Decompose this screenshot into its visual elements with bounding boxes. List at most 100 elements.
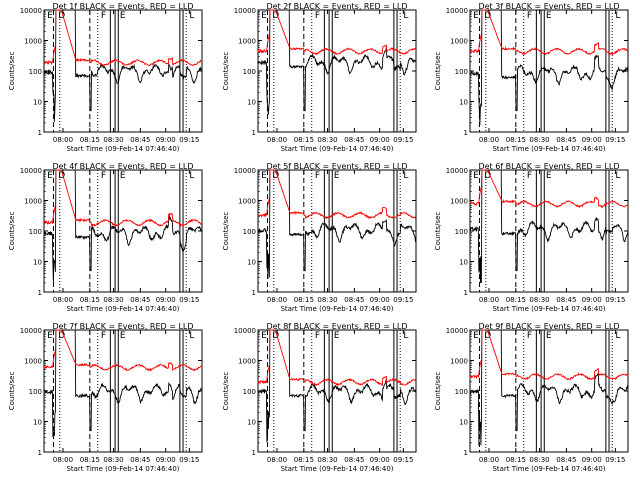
segment-marker-label: E — [473, 171, 479, 181]
segment-marker-label: D — [58, 331, 65, 341]
y-tick-label: 10 — [33, 419, 42, 427]
x-tick-label: 08:45 — [556, 136, 576, 144]
x-tick-label: 08:45 — [344, 456, 364, 464]
panel-title: Det 5f BLACK = Events, RED = LLD — [266, 162, 407, 171]
segment-marker-label: D — [484, 331, 491, 341]
y-tick-label: 1000 — [450, 38, 468, 46]
y-tick-label: 10 — [459, 419, 468, 427]
y-tick-label: 10000 — [234, 167, 256, 175]
lld-series-line — [43, 9, 203, 67]
y-tick-label: 1000 — [238, 38, 256, 46]
x-tick-label: 08:45 — [130, 456, 150, 464]
segment-marker-label: F — [101, 171, 106, 181]
x-axis-label: Start Time (09-Feb-14 07:46:40) — [66, 305, 179, 313]
y-tick-label: 1 — [252, 289, 256, 297]
y-tick-label: 100 — [29, 388, 42, 396]
detector-panel-3: Det 3f BLACK = Events, RED = LLD 1 10 100 10… — [434, 2, 629, 153]
events-series-line — [43, 169, 203, 283]
segment-marker-label: F — [101, 331, 106, 341]
y-tick-label: 10000 — [234, 7, 256, 15]
lld-series-line — [257, 329, 417, 387]
x-tick-label: 08:30 — [317, 456, 337, 464]
segment-marker-label: F — [527, 171, 532, 181]
segment-marker-label: F — [101, 11, 106, 21]
segment-marker-label: E — [120, 11, 126, 21]
y-tick-label: 1 — [464, 129, 468, 137]
x-tick-label: 09:15 — [179, 136, 199, 144]
y-tick-label: 1000 — [24, 198, 42, 206]
x-tick-label: 08:15 — [294, 456, 314, 464]
x-tick-label: 09:00 — [370, 136, 390, 144]
segment-marker-label: D — [484, 171, 491, 181]
y-axis-label: Counts/sec — [222, 372, 230, 411]
x-axis-label: Start Time (09-Feb-14 07:46:40) — [66, 145, 179, 153]
detector-panel-6: Det 6f BLACK = Events, RED = LLD 1 10 100 10… — [434, 162, 629, 313]
events-series-line — [43, 329, 203, 437]
y-tick-label: 100 — [455, 68, 468, 76]
y-axis-label: Counts/sec — [222, 212, 230, 251]
x-tick-label: 09:00 — [156, 136, 176, 144]
y-axis-label: Counts/sec — [434, 372, 442, 411]
y-axis-label: Counts/sec — [8, 212, 16, 251]
x-tick-label: 08:45 — [556, 456, 576, 464]
detector-panel-1: Det 1f BLACK = Events, RED = LLD 1 10 100 10… — [8, 2, 203, 153]
segment-marker-label: E — [120, 331, 126, 341]
segment-marker-label: D — [272, 11, 279, 21]
x-tick-label: 08:00 — [479, 136, 499, 144]
panel-title: Det 7f BLACK = Events, RED = LLD — [52, 322, 193, 331]
x-tick-label: 09:15 — [393, 296, 413, 304]
x-tick-label: 08:30 — [529, 136, 549, 144]
y-tick-label: 1 — [38, 129, 42, 137]
segment-marker-label: D — [58, 171, 65, 181]
y-tick-label: 10000 — [20, 167, 42, 175]
detector-panel-4: Det 4f BLACK = Events, RED = LLD 1 10 100 10… — [8, 162, 203, 313]
x-tick-label: 09:00 — [156, 296, 176, 304]
y-tick-label: 1 — [252, 449, 256, 457]
segment-marker-label: E — [47, 171, 53, 181]
detector-panel-7: Det 7f BLACK = Events, RED = LLD 1 10 100 10… — [8, 322, 203, 473]
y-tick-label: 10000 — [446, 7, 468, 15]
segment-marker-label: D — [272, 331, 279, 341]
y-tick-label: 10000 — [446, 167, 468, 175]
x-tick-label: 09:15 — [393, 136, 413, 144]
x-tick-label: 09:00 — [582, 456, 602, 464]
y-tick-label: 100 — [243, 68, 256, 76]
segment-marker-label: L — [189, 331, 194, 341]
plot-frame — [43, 329, 203, 453]
panel-title: Det 6f BLACK = Events, RED = LLD — [478, 162, 619, 171]
y-tick-label: 10000 — [20, 327, 42, 335]
events-series-line — [469, 329, 629, 446]
segment-marker-label: F — [527, 11, 532, 21]
y-axis-label: Counts/sec — [8, 52, 16, 91]
x-tick-label: 08:00 — [53, 296, 73, 304]
segment-marker-label: F — [315, 331, 320, 341]
y-axis-label: Counts/sec — [434, 52, 442, 91]
y-tick-label: 10000 — [234, 327, 256, 335]
y-tick-label: 1000 — [450, 358, 468, 366]
segment-marker-label: E — [473, 331, 479, 341]
x-axis-label: Start Time (09-Feb-14 07:46:40) — [280, 305, 393, 313]
segment-marker-label: L — [615, 331, 620, 341]
x-tick-label: 09:15 — [605, 456, 625, 464]
x-tick-label: 08:30 — [103, 456, 123, 464]
x-tick-label: 08:45 — [344, 296, 364, 304]
y-tick-label: 10 — [459, 259, 468, 267]
x-tick-label: 08:15 — [294, 296, 314, 304]
x-tick-label: 09:15 — [605, 296, 625, 304]
segment-marker-label: E — [47, 11, 53, 21]
y-tick-label: 1 — [464, 289, 468, 297]
x-tick-label: 08:15 — [80, 456, 100, 464]
lld-series-line — [43, 169, 202, 227]
x-tick-label: 08:15 — [80, 136, 100, 144]
segment-marker-label: E — [334, 11, 340, 21]
x-tick-label: 08:30 — [317, 136, 337, 144]
y-tick-label: 10000 — [446, 327, 468, 335]
segment-marker-label: D — [484, 11, 491, 21]
events-series-line — [469, 9, 629, 125]
plot-frame — [43, 9, 203, 133]
y-tick-label: 1000 — [24, 38, 42, 46]
segment-marker-label: E — [120, 171, 126, 181]
x-tick-label: 09:00 — [582, 296, 602, 304]
x-axis-label: Start Time (09-Feb-14 07:46:40) — [66, 465, 179, 473]
